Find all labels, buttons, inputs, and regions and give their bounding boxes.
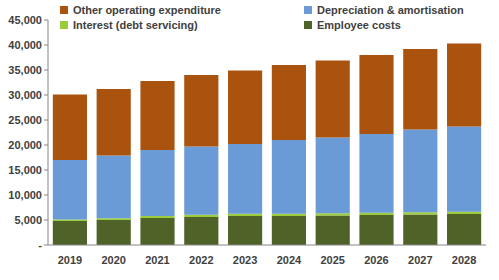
y-tick: [44, 70, 48, 71]
y-tick-label: 25,000: [8, 114, 42, 126]
y-tick: [44, 95, 48, 96]
bar-segment: [316, 61, 350, 138]
legend-swatch: [304, 6, 312, 14]
x-tick-label: 2025: [320, 254, 344, 266]
bar-segment: [53, 95, 87, 161]
bar-segment: [359, 134, 393, 213]
y-tick: [44, 145, 48, 146]
bar-segment: [97, 89, 131, 156]
x-tick-label: 2026: [364, 254, 388, 266]
bar-segment: [272, 214, 306, 216]
y-tick: [44, 170, 48, 171]
legend-label: Depreciation & amortisation: [317, 4, 464, 16]
legend-swatch: [60, 21, 68, 29]
legend: Other operating expenditure Depreciation …: [60, 4, 464, 31]
bar-segment: [403, 212, 437, 214]
y-tick-label: 45,000: [8, 14, 42, 26]
bar-segment: [272, 216, 306, 245]
x-tick-label: 2021: [145, 254, 169, 266]
bar-segment: [228, 71, 262, 145]
bar-segment: [272, 140, 306, 214]
bar-segment: [403, 130, 437, 213]
bar-segment: [447, 127, 481, 212]
bar-segment: [228, 144, 262, 214]
bar-segment: [53, 221, 87, 245]
legend-label: Interest (debt servicing): [73, 19, 198, 31]
y-tick-label: 20,000: [8, 139, 42, 151]
y-tick: [44, 220, 48, 221]
bar-segment: [228, 214, 262, 216]
bar-segment: [184, 215, 218, 217]
bar-segment: [316, 216, 350, 246]
bar-segment: [403, 215, 437, 246]
bar-segment: [447, 214, 481, 245]
y-tick: [44, 245, 48, 246]
y-tick: [44, 45, 48, 46]
bar-segment: [316, 138, 350, 214]
bar-segment: [403, 49, 437, 130]
bar-segment: [272, 65, 306, 140]
legend-label: Other operating expenditure: [73, 4, 221, 16]
bar-segment: [228, 216, 262, 245]
x-tick-label: 2022: [189, 254, 213, 266]
x-axis-line: [48, 245, 486, 246]
y-axis-line: [48, 20, 49, 245]
bar-segment: [184, 75, 218, 147]
y-tick-label: 5,000: [14, 214, 42, 226]
bar-segment: [140, 81, 174, 150]
bar-segment: [447, 44, 481, 127]
y-tick-label: 40,000: [8, 39, 42, 51]
bar-segment: [184, 217, 218, 245]
legend-label: Employee costs: [317, 19, 401, 31]
y-tick: [44, 120, 48, 121]
bar-segment: [140, 216, 174, 218]
bar-segment: [140, 218, 174, 245]
y-tick-label: 35,000: [8, 64, 42, 76]
y-tick-label: 10,000: [8, 189, 42, 201]
bars: [53, 44, 481, 246]
bar-segment: [359, 215, 393, 245]
x-tick-label: 2028: [452, 254, 476, 266]
x-tick-label: 2019: [58, 254, 82, 266]
bar-segment: [184, 147, 218, 215]
bar-segment: [53, 220, 87, 222]
bar-segment: [97, 218, 131, 220]
x-tick-label: 2027: [408, 254, 432, 266]
bar-segment: [97, 220, 131, 245]
bar-segment: [97, 156, 131, 219]
x-tick-label: 2024: [277, 254, 302, 266]
bar-segment: [359, 55, 393, 134]
x-tick-label: 2023: [233, 254, 257, 266]
chart: - 5,000 10,000 15,000 20,000 25,000 30,000 35,0…: [0, 0, 499, 280]
y-tick-label: 30,000: [8, 89, 42, 101]
bar-segment: [53, 160, 87, 220]
x-tick-label: 2020: [101, 254, 125, 266]
bar-segment: [447, 212, 481, 214]
bar-segment: [316, 213, 350, 215]
y-tick: [44, 20, 48, 21]
bar-segment: [140, 150, 174, 216]
legend-swatch: [304, 21, 312, 29]
y-tick-label: 15,000: [8, 164, 42, 176]
y-tick: [44, 195, 48, 196]
legend-swatch: [60, 6, 68, 14]
bar-segment: [359, 213, 393, 215]
y-tick-label: -: [38, 239, 42, 251]
